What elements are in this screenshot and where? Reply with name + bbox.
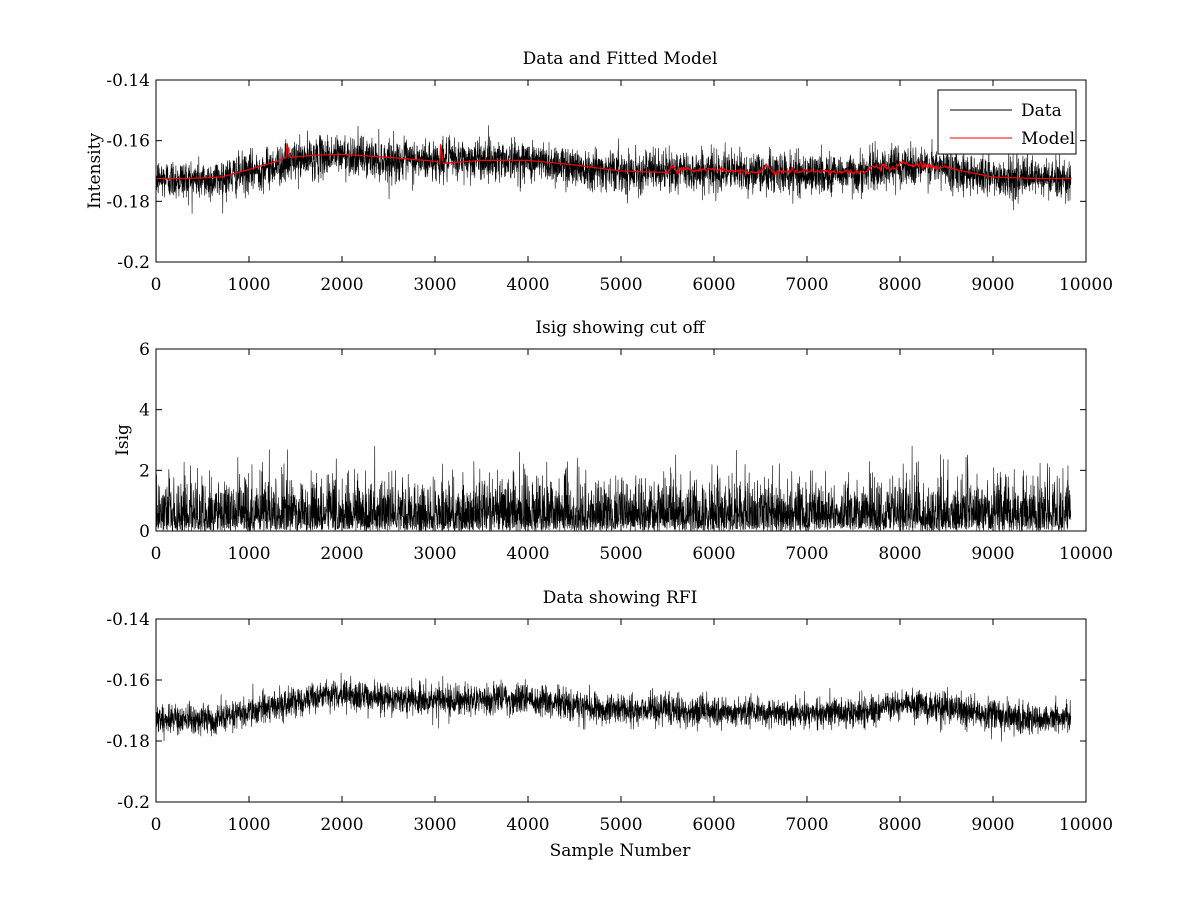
x-tick-label: 3000 <box>413 544 456 564</box>
x-tick-label: 1000 <box>227 544 270 564</box>
legend-box <box>937 89 1077 155</box>
x-tick-label: 7000 <box>785 275 828 295</box>
x-tick-label: 7000 <box>785 815 828 835</box>
panel-1: Data and Fitted Model Intensity 0 1000 200… <box>85 49 1113 295</box>
panel-2-title: Isig showing cut off <box>535 318 706 338</box>
x-tick-label: 9000 <box>971 544 1014 564</box>
panel-3-title: Data showing RFI <box>543 588 698 608</box>
panel-3: Data showing RFI 0 1000 2000 3000 4000 5000 60… <box>106 588 1113 861</box>
series-data-line <box>155 672 1072 742</box>
x-tick-label: 5000 <box>599 815 642 835</box>
panel-3-xlabel: Sample Number <box>550 841 692 861</box>
x-tick-label: 2000 <box>320 815 363 835</box>
x-tick-label: 7000 <box>785 544 828 564</box>
series-model-line <box>156 143 1072 180</box>
x-tick-label: 2000 <box>320 544 363 564</box>
x-tick-label: 8000 <box>878 275 921 295</box>
panel-1-ylabel: Intensity <box>85 133 105 209</box>
x-tick-label: 6000 <box>692 544 735 564</box>
panel-1-ticks: 0 1000 2000 3000 4000 5000 6000 7000 8000 9000 100… <box>106 71 1113 295</box>
y-tick-label: -0.18 <box>106 732 150 752</box>
x-tick-label: 8000 <box>878 544 921 564</box>
y-tick-label: 4 <box>139 401 150 421</box>
panel-3-series <box>155 672 1072 742</box>
y-tick-label: -0.14 <box>106 71 150 91</box>
panel-3-ticks: 0 1000 2000 3000 4000 5000 6000 7000 8000 9000 100… <box>106 610 1113 835</box>
panel-1-legend: Data Model <box>937 89 1077 155</box>
x-tick-label: 5000 <box>599 544 642 564</box>
x-tick-label: 3000 <box>413 815 456 835</box>
series-isig-line <box>155 445 1072 532</box>
x-tick-label: 6000 <box>692 815 735 835</box>
legend-model-label: Model <box>1021 129 1075 149</box>
panel-2-series <box>155 445 1072 532</box>
y-tick-label: -0.18 <box>106 192 150 212</box>
panel-2-ylabel: Isig <box>113 424 133 456</box>
y-tick-label: -0.16 <box>106 671 150 691</box>
y-tick-label: 0 <box>139 522 150 542</box>
x-tick-label: 5000 <box>599 275 642 295</box>
x-tick-label: 10000 <box>1059 275 1113 295</box>
y-tick-label: -0.2 <box>117 793 150 813</box>
x-tick-label: 0 <box>151 275 162 295</box>
panel-2-ticks: 0 1000 2000 3000 4000 5000 6000 7000 8000 9000 100… <box>139 340 1113 564</box>
x-tick-label: 10000 <box>1059 815 1113 835</box>
x-tick-label: 9000 <box>971 815 1014 835</box>
x-tick-label: 1000 <box>227 275 270 295</box>
x-tick-label: 6000 <box>692 275 735 295</box>
x-tick-label: 4000 <box>506 544 549 564</box>
legend-data-label: Data <box>1021 101 1062 121</box>
panel-2: Isig showing cut off Isig 0 1000 2000 3000 4… <box>113 318 1113 564</box>
y-tick-label: -0.16 <box>106 132 150 152</box>
panel-1-series <box>155 125 1072 214</box>
x-tick-label: 2000 <box>320 275 363 295</box>
panel-1-title: Data and Fitted Model <box>523 49 718 69</box>
x-tick-label: 0 <box>151 544 162 564</box>
x-tick-label: 1000 <box>227 815 270 835</box>
x-tick-label: 4000 <box>506 815 549 835</box>
x-tick-label: 0 <box>151 815 162 835</box>
x-tick-label: 4000 <box>506 275 549 295</box>
y-tick-label: -0.14 <box>106 610 150 630</box>
y-tick-label: 2 <box>139 461 150 481</box>
x-tick-label: 9000 <box>971 275 1014 295</box>
x-tick-label: 10000 <box>1059 544 1113 564</box>
x-tick-label: 3000 <box>413 275 456 295</box>
y-tick-label: -0.2 <box>117 253 150 273</box>
x-tick-label: 8000 <box>878 815 921 835</box>
y-tick-label: 6 <box>139 340 150 360</box>
